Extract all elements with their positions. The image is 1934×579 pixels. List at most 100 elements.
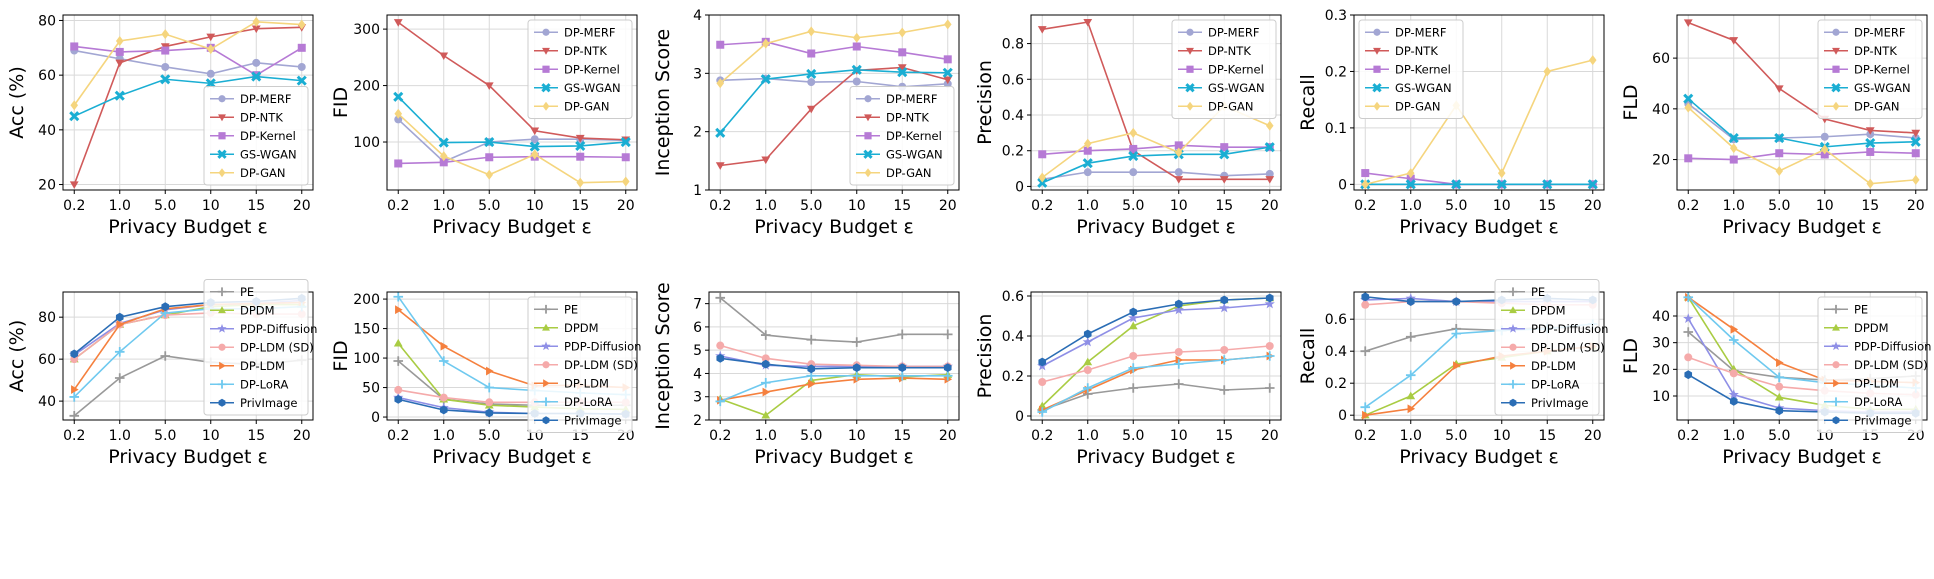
data-point — [1083, 366, 1092, 374]
x-tick-label: 1.0 — [1077, 428, 1099, 444]
x-tick-label: 1.0 — [433, 198, 455, 214]
data-point — [1683, 292, 1694, 303]
data-point — [897, 64, 907, 72]
data-point — [1406, 174, 1415, 183]
data-point — [1774, 132, 1785, 144]
legend-marker — [1508, 379, 1518, 389]
legend-label: DPDM — [1531, 303, 1566, 317]
data-point — [1265, 293, 1274, 303]
legend-marker — [218, 114, 226, 122]
legend: DP-MERF DP-NTK DP-Kernel GS-WGAN DP-GAN — [203, 86, 309, 186]
legend-label: DP-GAN — [240, 166, 286, 180]
data-point — [1128, 312, 1139, 323]
legend: DP-MERF DP-NTK DP-Kernel GS-WGAN DP-GAN — [1817, 19, 1923, 119]
data-point — [761, 156, 771, 165]
x-tick-label: 5.0 — [800, 198, 822, 214]
x-tick-label: 10 — [526, 198, 544, 214]
y-tick-label: 6 — [693, 320, 702, 336]
legend-label: DP-GAN — [886, 166, 932, 180]
data-point — [1265, 176, 1275, 184]
legend-marker — [1832, 101, 1840, 111]
data-point — [1497, 168, 1506, 179]
legend-marker — [218, 168, 226, 178]
legend-box — [1817, 19, 1923, 119]
data-point — [1174, 141, 1183, 150]
x-tick-label: 20 — [1584, 428, 1602, 444]
data-point — [1452, 297, 1461, 306]
legend-label: DP-MERF — [564, 25, 615, 39]
x-tick-label: 1.0 — [1077, 198, 1099, 214]
series-line — [719, 374, 948, 403]
legend-label: DP-MERF — [240, 92, 291, 106]
legend-box — [527, 296, 633, 433]
data-point — [70, 100, 79, 111]
legend-label: DPDM — [564, 321, 599, 335]
data-point — [1865, 127, 1875, 135]
data-point — [1453, 361, 1461, 370]
data-point — [1083, 357, 1093, 366]
y-axis-label: Acc (%) — [6, 66, 28, 138]
legend-marker — [1508, 323, 1518, 333]
x-tick-label: 20 — [1261, 198, 1279, 214]
legend-marker — [863, 149, 873, 159]
data-point — [71, 385, 79, 394]
x-tick-label: 1.0 — [1723, 428, 1745, 444]
legend-box — [203, 86, 309, 186]
y-tick-label: 20 — [1652, 153, 1670, 169]
legend-label: DP-MERF — [1854, 25, 1905, 39]
data-point — [1265, 342, 1274, 350]
data-point — [760, 377, 771, 388]
x-tick-label: 20 — [1261, 428, 1279, 444]
legend-box — [527, 19, 633, 119]
data-point — [1588, 55, 1597, 66]
x-axis-label: Privacy Budget ε — [432, 446, 591, 468]
data-point — [394, 394, 403, 404]
data-point — [69, 392, 80, 402]
data-point — [394, 115, 403, 124]
series-line — [720, 344, 948, 368]
data-point — [1729, 143, 1738, 154]
data-point — [297, 43, 306, 52]
data-point — [1174, 348, 1183, 356]
data-point — [1684, 102, 1693, 113]
data-point — [716, 78, 725, 89]
data-point — [393, 291, 404, 302]
legend-label: DP-MERF — [886, 92, 937, 106]
data-point — [486, 366, 494, 376]
series-line — [719, 23, 948, 84]
series-line — [720, 77, 948, 88]
legend-marker — [541, 397, 551, 407]
data-point — [576, 177, 585, 188]
data-point — [1219, 176, 1229, 184]
y-tick-label: 0.2 — [1325, 376, 1347, 392]
y-tick-label: 4 — [693, 366, 702, 382]
data-point — [1405, 332, 1416, 342]
x-tick-label: 15 — [893, 198, 911, 214]
data-point — [206, 44, 215, 55]
x-tick-label: 15 — [247, 428, 265, 444]
data-point — [1911, 149, 1920, 158]
data-point — [1496, 179, 1507, 190]
data-point — [1728, 389, 1739, 400]
data-point — [898, 363, 907, 373]
data-point — [1083, 168, 1092, 177]
legend-marker — [1831, 397, 1841, 407]
data-point — [1082, 336, 1093, 347]
data-point — [943, 76, 953, 85]
legend-label: DP-NTK — [1208, 44, 1251, 58]
y-tick-label: 80 — [38, 13, 56, 29]
data-point — [440, 341, 449, 351]
y-tick-label: 10 — [1652, 389, 1670, 405]
data-point — [1265, 169, 1274, 178]
data-point — [575, 134, 585, 143]
x-tick-label: 15 — [1538, 198, 1556, 214]
data-point — [852, 77, 861, 86]
x-tick-label: 20 — [939, 428, 957, 444]
data-point — [1362, 410, 1370, 420]
axes-frame — [62, 291, 314, 421]
data-point — [762, 387, 771, 397]
legend-marker — [864, 114, 872, 122]
series-line — [73, 21, 302, 106]
legend-marker — [1186, 28, 1194, 36]
legend-box — [1171, 19, 1277, 119]
